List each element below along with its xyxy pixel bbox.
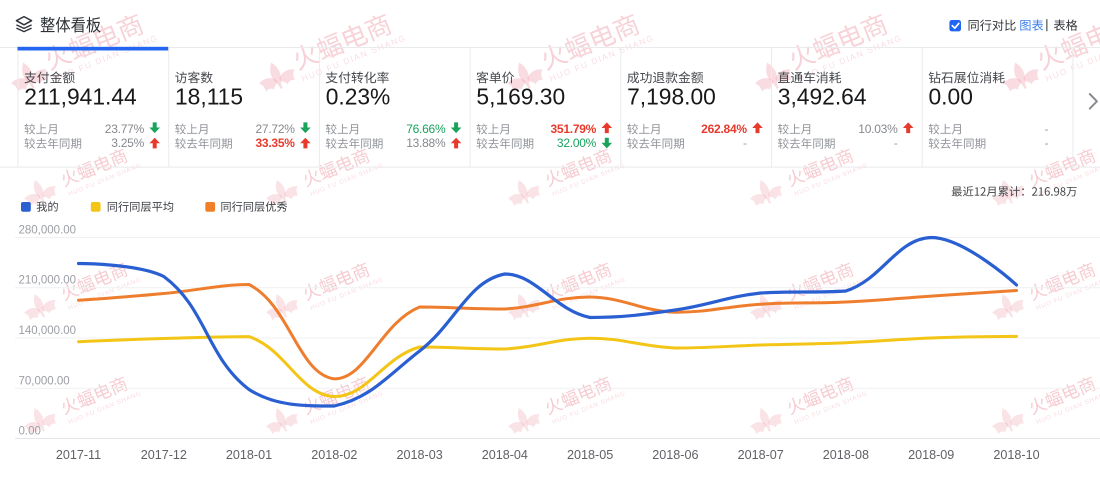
svg-text:2018-02: 2018-02: [311, 448, 357, 462]
svg-text:5,169.30: 5,169.30: [476, 84, 565, 110]
svg-text:2018-10: 2018-10: [993, 448, 1039, 462]
svg-text:351.79%: 351.79%: [550, 122, 596, 136]
svg-text:2018-01: 2018-01: [226, 448, 272, 462]
svg-text:-: -: [1044, 122, 1048, 136]
svg-text:2018-04: 2018-04: [482, 448, 528, 462]
svg-text:2018-06: 2018-06: [652, 448, 698, 462]
svg-text:280,000.00: 280,000.00: [19, 225, 77, 237]
svg-text:2017-11: 2017-11: [56, 448, 101, 462]
svg-text:2018-08: 2018-08: [823, 448, 869, 462]
svg-text:27.72%: 27.72%: [255, 122, 295, 136]
svg-text:3.25%: 3.25%: [111, 136, 144, 150]
svg-text:33.35%: 33.35%: [255, 136, 295, 150]
svg-text:2017-12: 2017-12: [141, 448, 187, 462]
svg-text:0.23%: 0.23%: [326, 84, 391, 110]
svg-text:32.00%: 32.00%: [557, 136, 597, 150]
svg-text:2018-07: 2018-07: [738, 448, 784, 462]
svg-text:23.77%: 23.77%: [105, 122, 145, 136]
svg-text:18,115: 18,115: [175, 84, 243, 110]
svg-text:-: -: [894, 136, 898, 150]
svg-text:210,000.00: 210,000.00: [19, 275, 77, 287]
svg-text:76.66%: 76.66%: [406, 122, 446, 136]
svg-text:0.00: 0.00: [929, 84, 973, 110]
svg-text:262.84%: 262.84%: [701, 122, 747, 136]
svg-text:211,941.44: 211,941.44: [24, 84, 137, 110]
svg-text:0.00: 0.00: [19, 426, 41, 438]
svg-text:140,000.00: 140,000.00: [19, 325, 77, 337]
svg-text:2018-09: 2018-09: [908, 448, 954, 462]
svg-text:-: -: [743, 136, 747, 150]
svg-text:-: -: [1044, 136, 1048, 150]
svg-text:10.03%: 10.03%: [858, 122, 898, 136]
svg-text:2018-03: 2018-03: [396, 448, 442, 462]
svg-text:2018-05: 2018-05: [567, 448, 613, 462]
svg-text:70,000.00: 70,000.00: [19, 375, 70, 387]
svg-text:3,492.64: 3,492.64: [778, 84, 867, 110]
svg-text:7,198.00: 7,198.00: [627, 84, 716, 110]
svg-text:13.88%: 13.88%: [406, 136, 446, 150]
